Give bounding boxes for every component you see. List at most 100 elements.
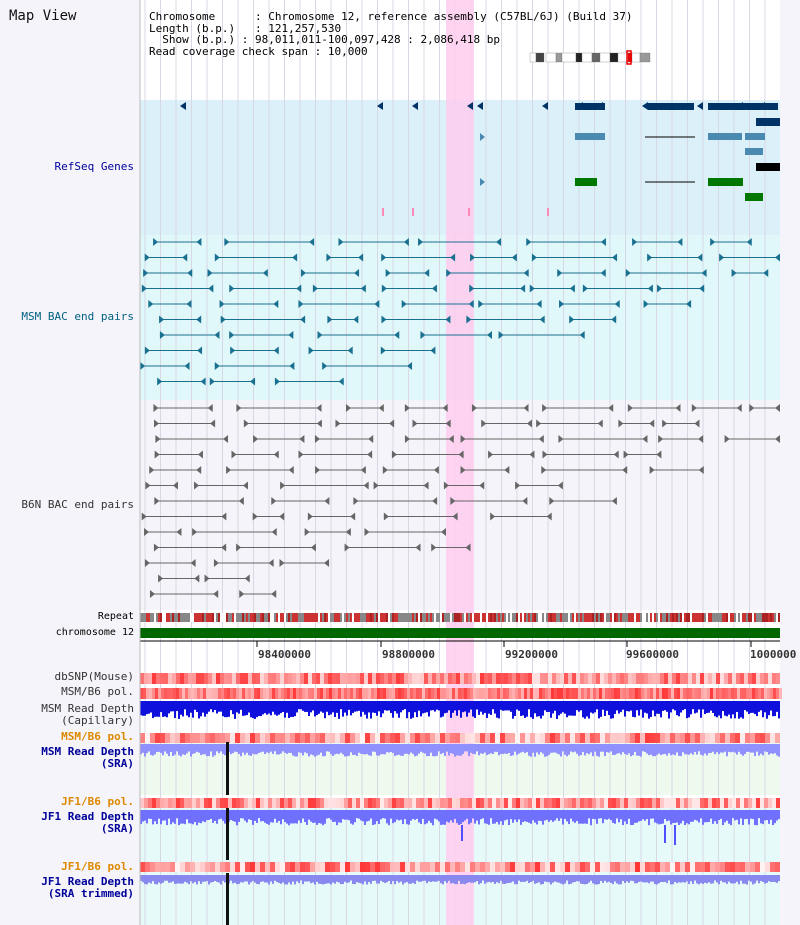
depth-bar — [368, 810, 370, 821]
depth-bar — [594, 875, 596, 885]
depth-bar — [292, 701, 294, 717]
repeat-segment — [202, 613, 204, 622]
depth-bar — [424, 810, 426, 825]
depth-bar — [728, 744, 730, 752]
bac-end — [381, 253, 387, 262]
depth-bar — [334, 744, 336, 755]
bac-end — [288, 466, 294, 474]
bac-end — [649, 466, 655, 474]
depth-bar — [212, 744, 214, 757]
depth-bar — [400, 875, 402, 882]
depth-bar — [754, 744, 756, 757]
heat-cell — [290, 733, 295, 743]
heat-cell — [420, 798, 424, 808]
depth-bar — [352, 744, 354, 755]
bac-end — [353, 497, 359, 505]
bac-end — [236, 404, 242, 412]
chromosome-info: Chromosome : Chromosome 12, reference as… — [149, 11, 632, 57]
depth-bar — [470, 810, 472, 823]
repeat-segment — [536, 613, 538, 622]
depth-bar — [650, 810, 652, 819]
heat-cell — [376, 798, 380, 808]
depth-bar — [486, 810, 488, 824]
heat-cell — [640, 733, 645, 743]
depth-bar — [520, 744, 522, 753]
heat-cell — [164, 688, 167, 699]
depth-bar — [328, 701, 330, 716]
repeat-segment — [150, 613, 152, 622]
bac-end — [312, 284, 318, 293]
repeat-segment — [672, 613, 674, 622]
heat-cell — [700, 862, 705, 872]
depth-bar — [334, 810, 336, 822]
heat-cell — [650, 862, 655, 872]
repeat-segment — [366, 613, 368, 622]
depth-bar — [766, 701, 768, 719]
depth-bar — [504, 810, 506, 821]
depth-bar — [436, 744, 438, 756]
track-label-b6n-bac[interactable]: B6N BAC end pairs — [21, 498, 134, 511]
heat-cell — [656, 688, 659, 699]
depth-bar — [448, 744, 450, 756]
gene-exon — [575, 103, 605, 110]
bac-end — [442, 404, 448, 412]
bac-end — [458, 450, 464, 459]
depth-bar — [258, 810, 260, 819]
depth-bar — [596, 810, 598, 824]
depth-bar — [642, 701, 644, 718]
depth-bar — [172, 810, 174, 823]
heat-cell — [185, 688, 188, 699]
depth-bar — [476, 875, 478, 882]
depth-bar — [220, 810, 222, 819]
depth-bar — [776, 810, 778, 821]
info-show-row: Show (b.p.) : 98,011,011-100,097,428 : 2… — [162, 33, 501, 46]
depth-bar — [580, 810, 582, 824]
repeat-segment — [244, 613, 246, 622]
depth-bar — [660, 810, 662, 824]
depth-bar — [434, 701, 436, 712]
depth-bar — [406, 875, 408, 883]
depth-bar — [332, 810, 334, 822]
heat-cell — [340, 798, 344, 808]
repeat-segment — [380, 613, 382, 622]
gene-arrow — [377, 102, 383, 110]
heat-cell — [275, 688, 278, 699]
coverage-gap-marker — [226, 873, 229, 925]
depth-bar — [516, 744, 518, 755]
repeat-segment — [338, 613, 340, 622]
depth-bar — [684, 701, 686, 710]
heat-cell — [360, 798, 364, 808]
depth-bar — [560, 744, 562, 757]
depth-bar — [696, 810, 698, 821]
bac-end — [468, 300, 474, 308]
track-label-msm-bac[interactable]: MSM BAC end pairs — [21, 310, 134, 323]
bac-end — [345, 528, 351, 536]
depth-bar — [562, 810, 564, 825]
track-label-refseq-genes[interactable]: RefSeq Genes — [54, 160, 134, 173]
heat-cell — [305, 688, 308, 699]
bac-end — [347, 346, 353, 355]
heat-cell — [295, 862, 300, 872]
depth-bar — [582, 701, 584, 718]
heat-cell — [445, 862, 450, 872]
depth-bar — [298, 701, 300, 710]
depth-bar — [520, 701, 522, 716]
depth-bar — [340, 875, 342, 885]
depth-bar — [346, 744, 348, 757]
depth-bar — [466, 810, 468, 819]
depth-bar — [236, 701, 238, 713]
heat-cell — [620, 688, 623, 699]
depth-bar — [260, 701, 262, 717]
repeat-segment — [658, 613, 660, 622]
repeat-segment — [180, 613, 182, 622]
repeat-segment — [452, 613, 454, 622]
depth-bar — [336, 810, 338, 826]
depth-bar — [410, 810, 412, 821]
heat-cell — [158, 688, 161, 699]
heat-cell — [432, 798, 436, 808]
repeat-segment — [412, 613, 414, 622]
depth-bar — [528, 810, 530, 823]
depth-bar — [192, 875, 194, 884]
depth-bar — [188, 875, 190, 885]
